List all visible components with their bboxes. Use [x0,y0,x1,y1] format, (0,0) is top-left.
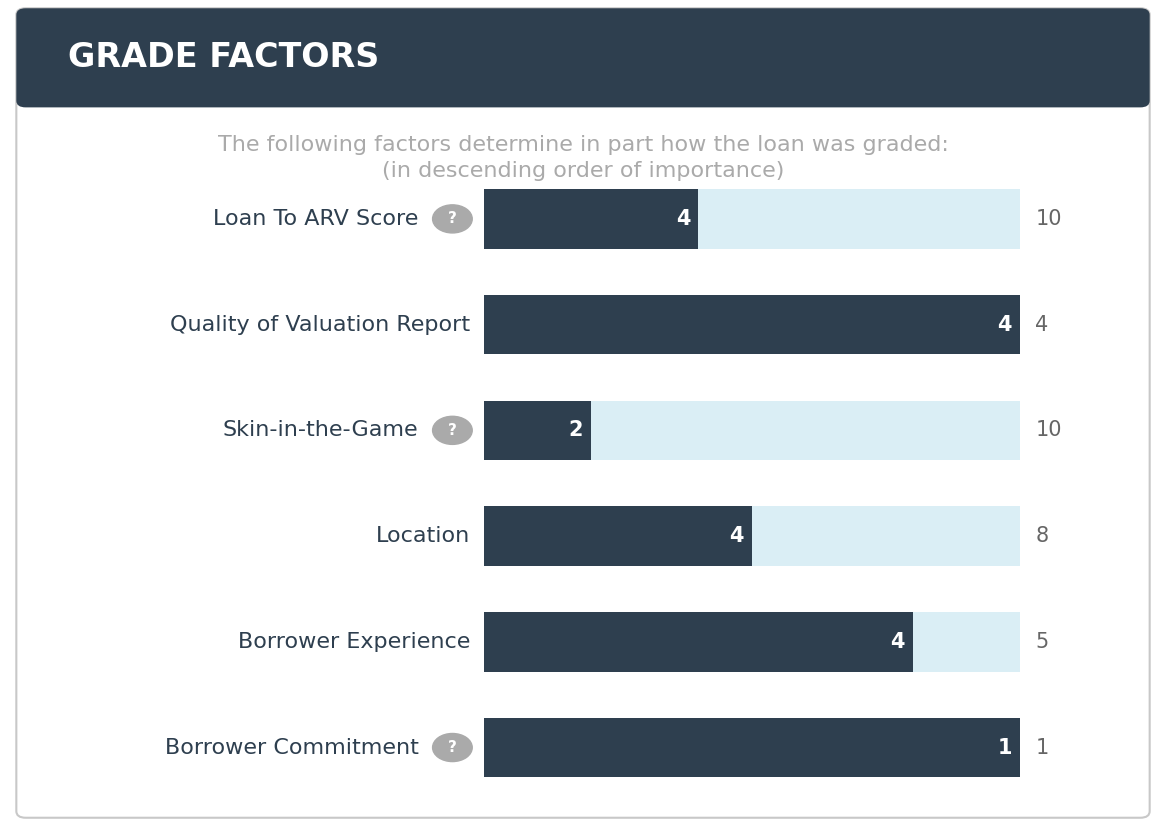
Text: (in descending order of importance): (in descending order of importance) [381,161,785,181]
Text: 2: 2 [569,420,583,440]
Bar [484,718,1020,777]
Bar [484,189,1020,249]
Text: ?: ? [448,423,457,438]
FancyBboxPatch shape [16,8,1150,818]
Circle shape [433,205,472,233]
Bar [484,295,1020,354]
Circle shape [433,733,472,762]
Text: 10: 10 [1035,420,1062,440]
Bar [484,506,752,566]
Text: GRADE FACTORS: GRADE FACTORS [68,41,379,74]
Bar [484,506,1020,566]
Text: ?: ? [448,740,457,755]
Text: Borrower Experience: Borrower Experience [238,632,470,652]
Bar [484,718,1020,777]
Bar [26,58,1140,101]
Text: Skin-in-the-Game: Skin-in-the-Game [223,420,419,440]
FancyBboxPatch shape [16,8,1150,107]
Text: Loan To ARV Score: Loan To ARV Score [213,209,419,229]
Bar [484,295,1020,354]
Text: 5: 5 [1035,632,1048,652]
Text: 1: 1 [1035,738,1048,757]
Text: 10: 10 [1035,209,1062,229]
Text: 4: 4 [676,209,690,229]
Text: 4: 4 [891,632,905,652]
Text: Borrower Commitment: Borrower Commitment [164,738,419,757]
Bar [484,401,1020,460]
Text: Location: Location [375,526,470,546]
Text: 1: 1 [998,738,1012,757]
Bar [484,189,698,249]
Text: The following factors determine in part how the loan was graded:: The following factors determine in part … [218,135,948,154]
Text: 8: 8 [1035,526,1048,546]
Text: ?: ? [448,211,457,226]
Text: Quality of Valuation Report: Quality of Valuation Report [170,315,470,335]
Bar [484,612,913,672]
Text: 4: 4 [730,526,744,546]
Bar [484,612,1020,672]
Text: 4: 4 [1035,315,1048,335]
Text: 4: 4 [998,315,1012,335]
Bar [484,401,591,460]
Circle shape [433,416,472,444]
